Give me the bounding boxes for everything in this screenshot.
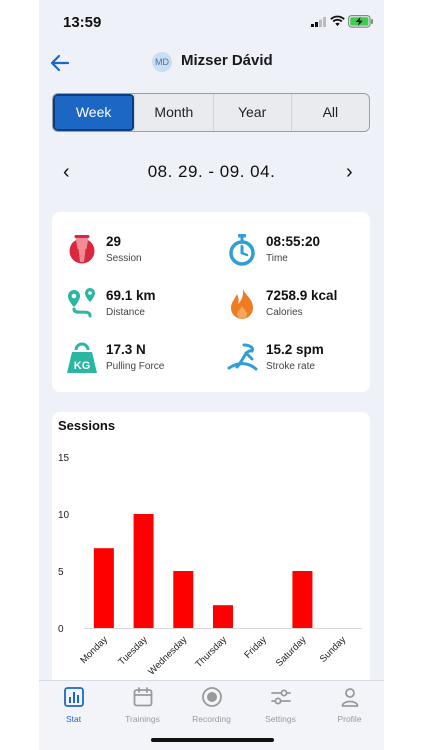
app-screen: 13:59 MD Mizser Dávid Week Month Year bbox=[39, 0, 384, 750]
kettlebell-kg-icon: KG bbox=[67, 342, 97, 373]
tab-all[interactable]: All bbox=[290, 94, 369, 131]
flame-icon bbox=[231, 289, 253, 319]
sliders-icon bbox=[270, 689, 291, 705]
stat-label: Pulling Force bbox=[106, 361, 165, 372]
prev-week-button[interactable]: ‹ bbox=[63, 161, 70, 183]
y-tick-label: 10 bbox=[58, 510, 70, 521]
stat-label: Time bbox=[266, 253, 288, 264]
stat-value: 15.2 spm bbox=[266, 342, 324, 357]
user-name: Mizser Dávid bbox=[181, 52, 273, 69]
date-range-label: 08. 29. - 09. 04. bbox=[147, 162, 276, 181]
bar-tuesday bbox=[133, 514, 154, 628]
stat-label: Stroke rate bbox=[266, 361, 315, 372]
x-tick-label: Saturday bbox=[274, 634, 309, 669]
bar-monday bbox=[93, 548, 114, 628]
rowing-stroke-icon bbox=[227, 343, 258, 371]
stat-value: 17.3 N bbox=[106, 342, 146, 357]
record-icon bbox=[201, 687, 222, 707]
avatar: MD bbox=[152, 52, 172, 72]
tab-trainings[interactable]: Trainings bbox=[108, 686, 177, 724]
y-tick-label: 5 bbox=[58, 567, 64, 578]
stat-value: 08:55:20 bbox=[266, 234, 321, 249]
cellular-signal-icon bbox=[311, 17, 326, 27]
stat-value: 29 bbox=[106, 234, 122, 249]
tab-month[interactable]: Month bbox=[134, 94, 212, 131]
bar-thursday bbox=[213, 605, 233, 628]
tab-stat[interactable]: Stat bbox=[39, 686, 108, 724]
home-indicator bbox=[151, 738, 274, 742]
tab-label: Stat bbox=[65, 714, 82, 724]
next-week-button[interactable]: › bbox=[346, 161, 353, 183]
period-selector: Week Month Year All bbox=[52, 93, 370, 132]
bar-wednesday bbox=[173, 571, 194, 628]
x-tick-label: Monday bbox=[78, 634, 110, 666]
stats-card: 29 Session 08:55:20 Time 69.1 km bbox=[52, 212, 370, 392]
date-navigator: ‹ 08. 29. - 09. 04. › bbox=[39, 158, 384, 188]
bar-chart-icon bbox=[63, 687, 84, 707]
chart-title: Sessions bbox=[58, 418, 116, 433]
status-time: 13:59 bbox=[63, 14, 102, 31]
tab-recording[interactable]: Recording bbox=[177, 686, 246, 724]
tab-label: Settings bbox=[265, 714, 296, 724]
stat-value: 69.1 km bbox=[106, 288, 156, 303]
app-header: MD Mizser Dávid bbox=[39, 44, 384, 80]
tab-profile[interactable]: Profile bbox=[315, 686, 384, 724]
tab-settings[interactable]: Settings bbox=[246, 686, 315, 724]
stat-label: Calories bbox=[266, 307, 303, 318]
tab-label: Profile bbox=[337, 714, 362, 724]
stat-label: Session bbox=[106, 253, 142, 264]
x-tick-label: Friday bbox=[242, 634, 269, 661]
tab-label: Recording bbox=[192, 714, 231, 724]
stat-value: 7258.9 kcal bbox=[266, 288, 338, 303]
bar-saturday bbox=[292, 571, 313, 628]
battery-charging-icon bbox=[348, 15, 373, 28]
status-bar: 13:59 bbox=[39, 0, 384, 44]
person-icon bbox=[341, 688, 358, 707]
calendar-icon bbox=[133, 687, 152, 707]
tab-week[interactable]: Week bbox=[53, 94, 135, 131]
route-pin-icon bbox=[68, 288, 95, 318]
x-tick-label: Sunday bbox=[318, 634, 349, 665]
stopwatch-icon bbox=[229, 234, 255, 266]
tab-label: Trainings bbox=[125, 714, 160, 724]
x-tick-label: Tuesday bbox=[116, 634, 149, 667]
tab-year[interactable]: Year bbox=[212, 94, 291, 131]
y-tick-label: 15 bbox=[58, 453, 70, 464]
wifi-icon bbox=[330, 15, 345, 26]
y-tick-label: 0 bbox=[58, 624, 64, 635]
stat-label: Distance bbox=[106, 307, 145, 318]
x-tick-label: Wednesday bbox=[146, 634, 189, 677]
back-arrow-icon[interactable] bbox=[48, 51, 72, 75]
x-tick-label: Thursday bbox=[193, 634, 229, 670]
sessions-chart-card: Sessions 0 5 10 15 Monday Tuesday Wednesday Thu… bbox=[52, 412, 370, 687]
ergometer-seat-icon bbox=[69, 235, 95, 264]
svg-text:KG: KG bbox=[74, 360, 91, 372]
